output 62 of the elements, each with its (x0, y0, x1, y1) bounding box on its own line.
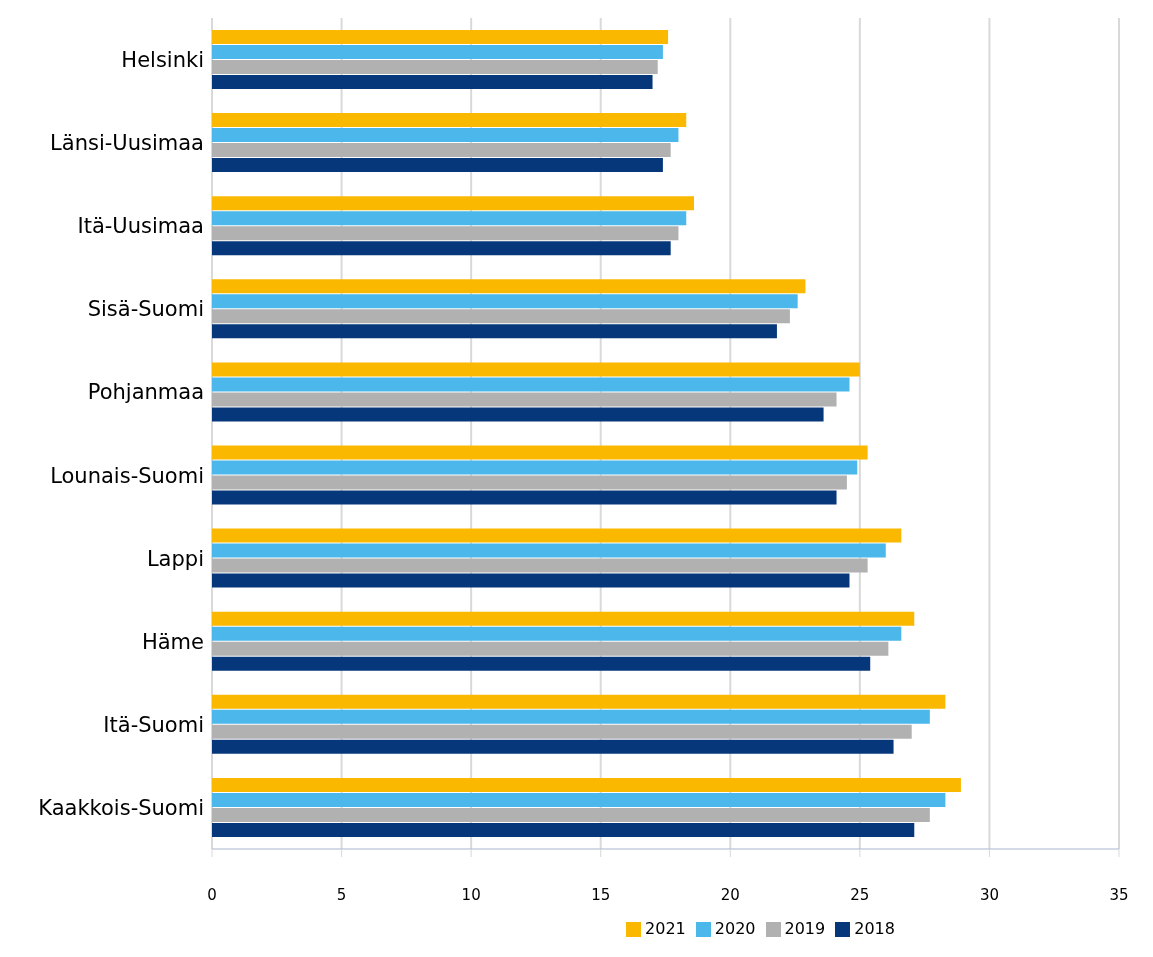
y-tick-label: Pohjanmaa (87, 380, 204, 405)
bar (212, 407, 824, 422)
bar (212, 475, 847, 490)
bar (212, 694, 946, 709)
x-tick-label: 25 (850, 885, 870, 904)
y-tick-label: Helsinki (121, 48, 204, 72)
bar (212, 392, 837, 407)
bar (212, 143, 671, 158)
x-tick-label: 15 (591, 885, 611, 904)
bar (212, 279, 806, 294)
y-tick-label: Lounais-Suomi (50, 463, 204, 488)
bar (212, 158, 663, 173)
bar (212, 211, 687, 226)
bar (212, 196, 695, 211)
bar (212, 573, 850, 588)
bar (212, 60, 658, 74)
bar (212, 626, 902, 641)
bar (212, 362, 860, 377)
bar (212, 377, 850, 392)
y-tick-label: Häme (141, 629, 204, 654)
bar (212, 777, 961, 792)
bar (212, 709, 930, 724)
y-tick-label: Itä-Suomi (103, 712, 204, 737)
bar (212, 641, 889, 656)
bar (212, 528, 902, 543)
bar (212, 460, 858, 475)
legend-label: 2021 (645, 919, 686, 938)
x-tick-label: 5 (336, 885, 347, 904)
bar (212, 226, 679, 241)
bar (212, 558, 868, 573)
y-tick-label: Lappi (146, 546, 204, 571)
bar (212, 445, 868, 460)
bar (212, 45, 663, 59)
x-tick-label: 10 (461, 885, 481, 904)
bar (212, 294, 798, 309)
x-tick-label: 20 (720, 885, 740, 904)
y-tick-label: Itä-Uusimaa (77, 214, 204, 239)
bar (212, 309, 790, 324)
bar (212, 807, 930, 822)
x-tick-label: 35 (1109, 885, 1129, 904)
y-tick-label: Kaakkois-Suomi (38, 795, 204, 820)
bar (212, 611, 915, 626)
bar (212, 792, 946, 807)
bar (212, 724, 912, 739)
bar (212, 241, 671, 256)
x-tick-label: 0 (207, 885, 217, 904)
y-tick-label: Sisä-Suomi (87, 297, 204, 322)
bar (212, 75, 653, 89)
bar (212, 324, 777, 339)
y-tick-label: Länsi-Uusimaa (50, 131, 204, 156)
bar (212, 490, 837, 505)
bar (212, 656, 871, 671)
x-tick-label: 30 (979, 885, 999, 904)
bar (212, 543, 886, 558)
bar (212, 30, 669, 44)
legend-label: 2019 (784, 919, 826, 938)
bar (212, 739, 894, 754)
legend-label: 2018 (854, 919, 895, 938)
bar (212, 822, 915, 837)
bar (212, 128, 679, 143)
bar (212, 113, 687, 128)
legend-label: 2020 (714, 919, 756, 938)
